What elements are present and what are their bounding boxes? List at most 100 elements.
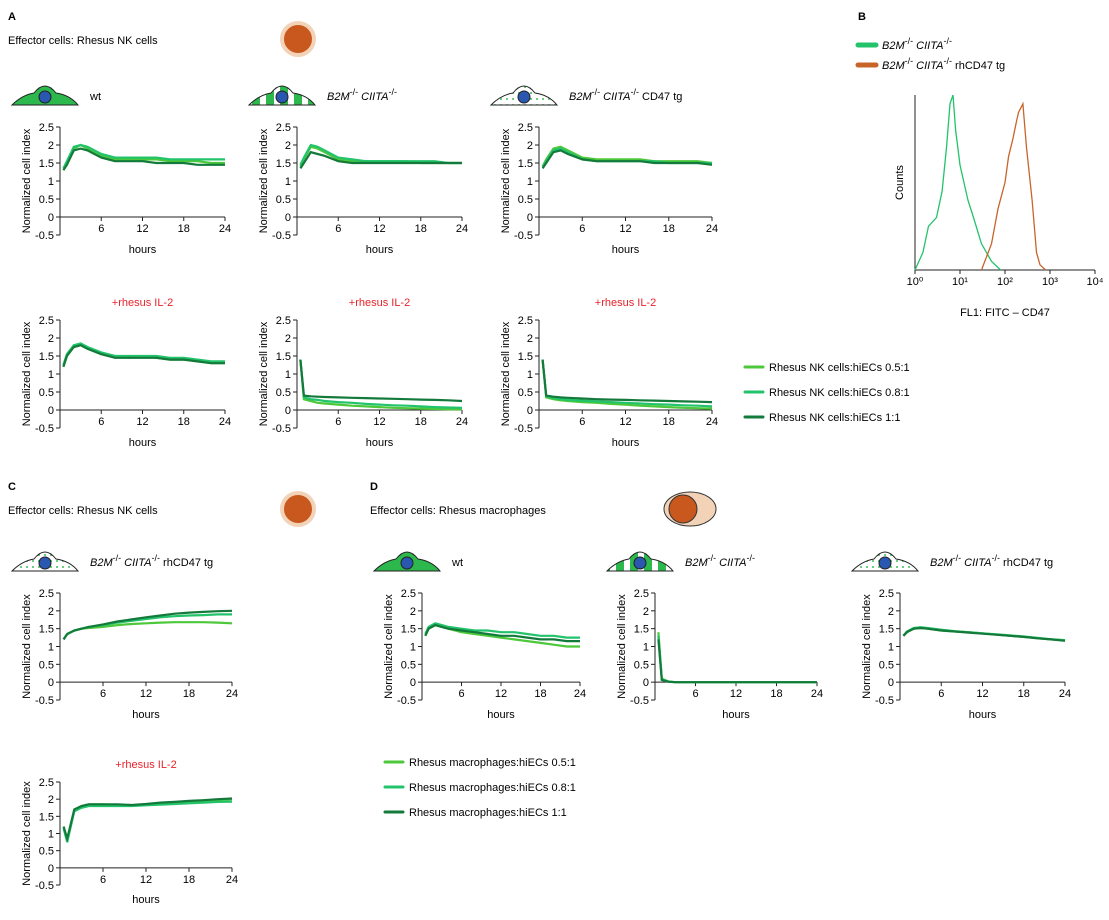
- y-axis-label: Counts: [894, 165, 906, 200]
- x-tick-label: 6: [100, 688, 106, 700]
- x-axis-label: hours: [366, 437, 394, 449]
- y-tick-label: -0.5: [35, 423, 54, 435]
- y-tick-label: 0: [48, 405, 54, 417]
- series-line: [62, 797, 233, 843]
- series-line: [657, 632, 817, 684]
- text-segment: -/-: [905, 36, 914, 46]
- x-tick-label: 6: [100, 874, 106, 886]
- x-axis-label: hours: [132, 709, 160, 721]
- text-segment: B2M: [685, 557, 708, 569]
- series-line: [541, 359, 713, 404]
- y-tick-label: 0.5: [518, 387, 533, 399]
- series-line: [299, 359, 463, 409]
- y-tick-label: -0.5: [35, 695, 54, 707]
- y-tick-label: 2: [527, 140, 533, 152]
- y-tick-label: 2: [285, 333, 291, 345]
- panel-label: D: [370, 481, 378, 493]
- text-segment: CIITA: [913, 60, 943, 72]
- y-axis-label: Normalized cell index: [21, 321, 33, 426]
- y-tick-label: 0: [410, 677, 416, 689]
- y-tick-label: -0.5: [35, 230, 54, 242]
- panel-header: Effector cells: Rhesus NK cells: [8, 35, 158, 47]
- chart-subtitle: B2M-/- CIITA-/- rhCD47 tg: [90, 553, 213, 569]
- y-axis-label: Normalized cell index: [500, 128, 512, 233]
- legend-label: Rhesus macrophages:hiECs 0.5:1: [409, 757, 576, 769]
- x-tick-label: 12: [619, 416, 631, 428]
- x-tick-label: 24: [219, 416, 231, 428]
- x-tick-label: 12: [976, 688, 988, 700]
- x-tick-label: 6: [938, 688, 944, 700]
- y-tick-label: 1.5: [39, 624, 54, 636]
- y-tick-label: 2: [643, 606, 649, 618]
- chart-subtitle: B2M-/- CIITA-/-: [685, 553, 755, 569]
- text-segment: B2M: [327, 91, 350, 103]
- chart-subtitle: B2M-/- CIITA-/-: [327, 87, 397, 103]
- y-tick-label: -0.5: [397, 695, 416, 707]
- y-tick-label: -0.5: [272, 230, 291, 242]
- x-tick-label: 18: [178, 223, 190, 235]
- y-tick-label: 0.5: [39, 194, 54, 206]
- y-tick-label: -0.5: [35, 880, 54, 892]
- y-tick-label: 2.5: [634, 588, 649, 600]
- chart-title: +rhesus IL-2: [349, 297, 410, 309]
- x-tick-label: 24: [811, 688, 823, 700]
- x-axis-label: hours: [487, 709, 515, 721]
- y-axis-label: Normalized cell index: [383, 594, 395, 699]
- x-tick-label: 18: [534, 688, 546, 700]
- y-tick-label: 2.5: [39, 588, 54, 600]
- y-tick-label: 0: [285, 405, 291, 417]
- x-tick-label: 18: [183, 688, 195, 700]
- x-tick-label: 24: [456, 416, 468, 428]
- text-segment: B2M: [882, 60, 905, 72]
- nucleus: [38, 556, 52, 570]
- x-tick-label: 6: [692, 688, 698, 700]
- text-segment: -/-: [746, 553, 755, 563]
- x-tick-label: 18: [183, 874, 195, 886]
- series-line: [62, 147, 225, 171]
- y-tick-label: 0.5: [401, 659, 416, 671]
- text-segment: CIITA: [600, 91, 630, 103]
- y-tick-label: -0.5: [514, 423, 533, 435]
- legend-label: Rhesus NK cells:hiECs 1:1: [769, 412, 900, 424]
- y-tick-label: 0: [527, 212, 533, 224]
- x-tick-label: 24: [219, 223, 231, 235]
- text-segment: CIITA: [716, 557, 746, 569]
- y-tick-label: 2: [48, 140, 54, 152]
- legend-label: B2M-/- CIITA-/-: [882, 36, 952, 52]
- y-tick-label: 0.5: [518, 194, 533, 206]
- text-segment: -/-: [708, 553, 717, 563]
- y-tick-label: 1.5: [39, 351, 54, 363]
- y-tick-label: -0.5: [630, 695, 649, 707]
- text-segment: -/-: [388, 87, 397, 97]
- series-line: [299, 359, 463, 403]
- y-tick-label: 1: [410, 642, 416, 654]
- x-tick-label: 12: [140, 688, 152, 700]
- series-line: [657, 635, 817, 684]
- text-segment: rhCD47 tg: [1000, 557, 1053, 569]
- y-tick-label: 1: [285, 176, 291, 188]
- y-tick-label: 1: [888, 642, 894, 654]
- x-tick-label: 24: [226, 688, 238, 700]
- y-axis-label: Normalized cell index: [21, 128, 33, 233]
- x-tick-label: 12: [495, 688, 507, 700]
- text-segment: rhCD47 tg: [160, 557, 213, 569]
- text-segment: -/-: [905, 56, 914, 66]
- x-tick-label: 12: [373, 416, 385, 428]
- y-tick-label: -0.5: [514, 230, 533, 242]
- series-line: [62, 143, 225, 171]
- series-line: [62, 800, 233, 843]
- text-segment: CIITA: [121, 557, 151, 569]
- x-axis-label: hours: [129, 244, 157, 256]
- series-line: [299, 359, 462, 411]
- effector-icon: [280, 21, 316, 57]
- x-axis-label: hours: [612, 244, 640, 256]
- x-tick-label: 12: [730, 688, 742, 700]
- y-tick-label: 1.5: [518, 351, 533, 363]
- y-tick-label: 1.5: [634, 624, 649, 636]
- y-tick-label: 2.5: [39, 315, 54, 327]
- y-tick-label: 0.5: [39, 846, 54, 858]
- series-line: [914, 94, 1002, 271]
- x-tick-label: 6: [579, 223, 585, 235]
- y-tick-label: 2.5: [401, 588, 416, 600]
